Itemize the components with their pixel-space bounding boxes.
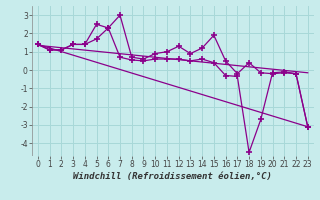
X-axis label: Windchill (Refroidissement éolien,°C): Windchill (Refroidissement éolien,°C) — [73, 172, 272, 181]
